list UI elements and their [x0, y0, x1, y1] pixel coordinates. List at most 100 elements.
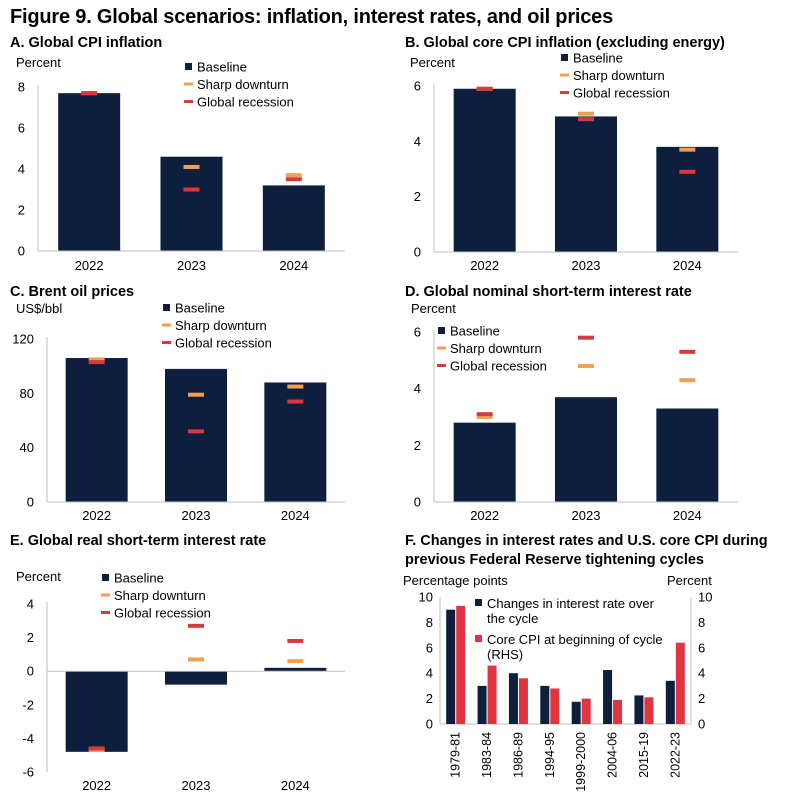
- bar-baseline-2022: [453, 88, 516, 252]
- x-tick-label: 1979-81: [449, 732, 463, 778]
- y-axis-label: Percent: [411, 301, 456, 316]
- legend-swatch-recession: [437, 364, 446, 367]
- bar-core-cpi-1986-89: [518, 678, 528, 724]
- marker-recession-2022: [88, 360, 105, 365]
- legend-label: Baseline: [114, 571, 164, 586]
- bar-baseline-2024: [262, 185, 325, 251]
- chart-global-core-cpi-inflation: Percent 0 2 4 6 2022 2023 2024 Baseline Sharp dow…: [410, 51, 738, 273]
- bar-baseline-2022: [453, 422, 516, 502]
- y-axis-label: US$/bbl: [16, 301, 62, 316]
- legend-swatch-recession: [101, 611, 110, 614]
- legend-label-rate-change: the cycle: [487, 611, 538, 626]
- chart-nominal-interest-rate: Percent 0 2 4 6 2022 2023 2024 Baseline Sharp dow…: [411, 301, 738, 523]
- x-tick-label: 1986-89: [511, 732, 525, 778]
- bar-baseline-2022: [65, 358, 128, 502]
- x-tick-label: 2022: [82, 508, 111, 523]
- panel-title-line-2: previous Federal Reserve tightening cycl…: [405, 552, 704, 568]
- legend-label: Baseline: [175, 301, 225, 316]
- y-axis-label: Percent: [16, 569, 61, 584]
- marker-recession-2023: [578, 335, 594, 340]
- x-tick-label: 2024: [673, 508, 702, 523]
- panel-brent-oil-prices: C. Brent oil prices US$/bbl 0 40 80 120 2022 2…: [0, 280, 393, 530]
- legend-swatch-rate-change: [475, 599, 482, 606]
- y-tick-label-left: 4: [426, 666, 433, 681]
- marker-recession-2023: [188, 429, 204, 434]
- y-tick-label: 80: [20, 386, 34, 401]
- legend-label: Baseline: [450, 324, 500, 339]
- legend-swatch-downturn: [162, 323, 171, 327]
- legend-swatch-recession: [184, 100, 193, 103]
- y-tick-label: 2: [414, 438, 421, 453]
- y-tick-label: 6: [414, 325, 421, 340]
- marker-downturn-2024: [287, 659, 304, 664]
- legend-swatch-downturn: [101, 593, 110, 597]
- marker-recession-2022: [88, 746, 105, 751]
- y-tick-label: -4: [22, 731, 34, 746]
- y-tick-label-left: 8: [426, 615, 433, 630]
- legend-swatch-recession: [560, 91, 569, 94]
- y-tick-label-left: 6: [426, 640, 433, 655]
- marker-recession-2024: [287, 399, 304, 404]
- panel-title: D. Global nominal short-term interest ra…: [405, 284, 692, 300]
- bar-core-cpi-2022-23: [675, 642, 685, 724]
- x-tick-label: 1999-2000: [574, 732, 588, 792]
- y-tick-label: -6: [22, 765, 34, 780]
- bar-baseline-2024: [656, 408, 719, 502]
- marker-recession-2023: [183, 187, 200, 192]
- y-tick-label: 0: [414, 495, 421, 510]
- marker-recession-2024: [287, 638, 304, 643]
- x-tick-label: 1994-95: [543, 732, 557, 778]
- panel-title: C. Brent oil prices: [10, 284, 135, 300]
- y-tick-label-left: 10: [419, 590, 433, 605]
- bar-baseline-2023: [165, 671, 227, 685]
- x-tick-label: 2015-19: [637, 732, 651, 778]
- bar-rate-change-2022-23: [665, 680, 675, 724]
- legend-label: Sharp downturn: [450, 341, 542, 356]
- y-tick-label: 4: [18, 162, 25, 177]
- panel-fed-tightening-cycles: F. Changes in interest rates and U.S. co…: [393, 530, 786, 800]
- bar-rate-change-1979-81: [446, 609, 456, 724]
- bar-baseline-2022: [65, 671, 128, 752]
- bar-core-cpi-1983-84: [487, 665, 497, 724]
- y-tick-label-right: 4: [698, 666, 705, 681]
- legend-label: Baseline: [197, 60, 247, 75]
- legend-label: Sharp downturn: [114, 588, 206, 603]
- y-tick-label: 0: [414, 245, 421, 260]
- panel-title-line-1: F. Changes in interest rates and U.S. co…: [405, 533, 768, 549]
- y-axis-label-left: Percentage points: [403, 573, 508, 588]
- legend-label: Global recession: [197, 95, 294, 110]
- bar-rate-change-2015-19: [634, 695, 644, 724]
- chart-brent-oil-prices: US$/bbl 0 40 80 120 2022 2023 2024 Baseline Sharp…: [12, 301, 345, 523]
- x-tick-label: 1983-84: [480, 732, 494, 778]
- panel-global-cpi-inflation: A. Global CPI inflation Percent 0 2 4 6 8 2022…: [0, 30, 393, 280]
- y-tick-label-right: 0: [698, 717, 705, 732]
- marker-recession-2022: [476, 86, 493, 91]
- legend-label-core-cpi: (RHS): [487, 647, 523, 662]
- legend-label: Global recession: [450, 359, 547, 374]
- legend-label: Global recession: [114, 606, 211, 621]
- figure-title: Figure 9. Global scenarios: inflation, i…: [10, 6, 614, 28]
- x-tick-label: 2024: [281, 778, 310, 793]
- marker-downturn-2023: [188, 657, 204, 662]
- x-tick-label: 2023: [572, 508, 601, 523]
- bar-baseline-2022: [58, 93, 121, 252]
- x-tick-label: 2023: [572, 258, 601, 273]
- x-tick-label: 2022: [75, 258, 104, 273]
- y-axis-label: Percent: [16, 55, 61, 70]
- x-tick-label: 2022-23: [668, 732, 682, 778]
- x-tick-label: 2023: [182, 778, 211, 793]
- bar-rate-change-1994-95: [540, 685, 550, 724]
- y-tick-label: -2: [22, 697, 34, 712]
- x-tick-label: 2024: [281, 508, 310, 523]
- bar-rate-change-1986-89: [508, 673, 518, 724]
- y-tick-label: 4: [27, 597, 34, 612]
- panel-title: B. Global core CPI inflation (excluding …: [405, 35, 725, 51]
- y-tick-label-right: 6: [698, 640, 705, 655]
- legend-label: Sharp downturn: [197, 77, 289, 92]
- legend-label: Baseline: [573, 51, 623, 66]
- bar-rate-change-2004-06: [603, 670, 613, 724]
- legend-swatch-baseline: [438, 327, 445, 334]
- x-tick-label: 2004-06: [606, 732, 620, 778]
- panel-global-core-cpi-inflation: B. Global core CPI inflation (excluding …: [393, 30, 786, 280]
- marker-recession-2022: [476, 412, 493, 417]
